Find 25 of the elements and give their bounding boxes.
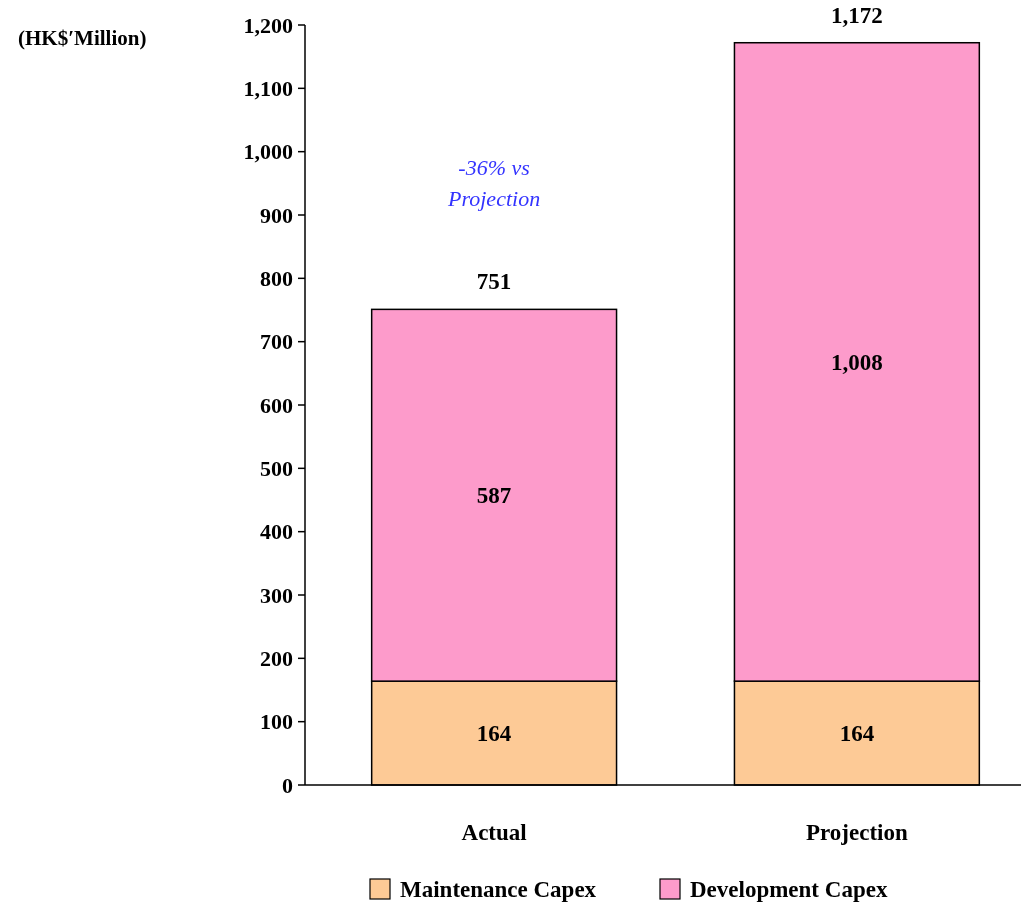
y-tick-label: 1,000	[243, 139, 293, 165]
y-tick-label: 900	[260, 202, 293, 228]
data-label: 164	[839, 721, 875, 747]
annotation: -36% vs Projection	[447, 155, 541, 211]
y-tick-label: 800	[260, 266, 293, 292]
y-tick-label: 1,200	[243, 12, 293, 38]
total-label: 1,172	[831, 2, 883, 28]
y-tick-label: 1,100	[243, 76, 293, 102]
y-tick-label: 200	[260, 646, 293, 672]
x-tick-label: Projection	[806, 820, 908, 845]
y-tick-label: 700	[260, 329, 293, 355]
text: (HK$′Million)	[18, 26, 147, 50]
y-tick-label: 600	[260, 392, 293, 418]
legend-label: Maintenance Capex	[400, 877, 597, 903]
y-tick-label: 0	[282, 772, 293, 798]
total-label: 751	[476, 269, 512, 295]
x-tick-label: Actual	[461, 820, 527, 845]
y-tick-label: 300	[260, 582, 293, 608]
data-label: 1,008	[831, 349, 883, 375]
legend-label: Development Capex	[690, 877, 888, 903]
y-tick-label: 500	[260, 456, 293, 482]
y-tick-label: 400	[260, 519, 293, 545]
data-label: 587	[476, 483, 512, 509]
y-tick-label: 100	[260, 709, 293, 735]
data-label: 164	[476, 721, 512, 747]
